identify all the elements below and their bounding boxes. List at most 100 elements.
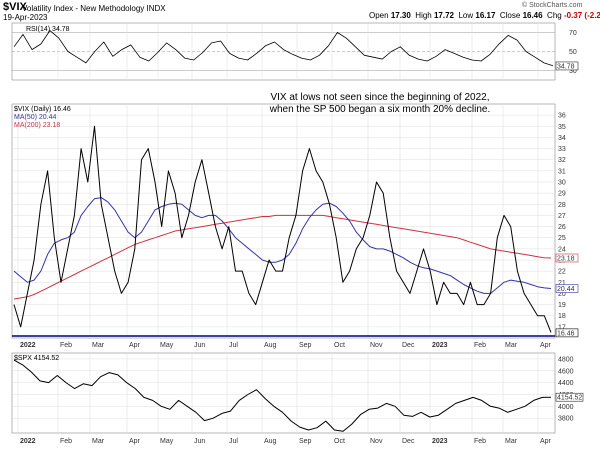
vix-x-tick-label-12: 2023 (432, 342, 448, 349)
vix-tick-label-19: 36 (558, 113, 566, 120)
vix-tick-label-15: 32 (558, 157, 566, 164)
open-value: 17.30 (390, 11, 411, 20)
spx-x-tick-label-3: Apr (129, 438, 141, 445)
spx-x-tick-label-5: Jun (194, 438, 205, 445)
low-value: 16.17 (475, 11, 496, 20)
chg-label: Chg (547, 11, 562, 20)
high-label: High (415, 11, 432, 20)
low-label: Low (458, 11, 474, 20)
close-value: 16.46 (522, 11, 543, 20)
vix-tick-label-4: 21 (558, 280, 566, 287)
spx-tick-label-3: 4400 (558, 380, 574, 387)
spx-x-tick-label-11: Dec (402, 438, 415, 445)
annotation-line-2: when the SP 500 began a six month 20% de… (269, 104, 491, 115)
vix-tick-label-3: 20 (558, 291, 566, 298)
vix-x-tick-label-1: Feb (60, 342, 72, 349)
vix-x-tick-label-7: Aug (264, 342, 277, 349)
spx-x-tick-label-8: Sep (299, 438, 312, 445)
quote-summary: Open 17.30 High 17.72 Low 16.17 Close 16… (369, 11, 600, 21)
vix-tick-label-11: 28 (558, 202, 566, 209)
spx-price-line (13, 359, 552, 432)
open-label: Open (369, 11, 389, 20)
high-value: 17.72 (433, 11, 455, 20)
vix-last-label-ma200: 23.18 (557, 255, 575, 262)
vix-x-tick-label-4: May (160, 342, 174, 349)
vix-x-tick-label-2: Mar (92, 342, 105, 349)
spx-tick-label-4: 4600 (558, 368, 574, 375)
quote-date: 19-Apr-2023 (3, 13, 48, 22)
vix-x-tick-label-9: Oct (334, 342, 345, 349)
vix-tick-label-9: 26 (558, 224, 566, 231)
vix-tick-label-10: 27 (558, 213, 566, 220)
vix-x-tick-label-11: Dec (402, 342, 415, 349)
vix-tick-label-5: 22 (558, 269, 566, 276)
spx-x-tick-label-2: Mar (92, 438, 105, 445)
spx-x-tick-label-6: Jul (229, 438, 238, 445)
vix-x-tick-label-15: Apr (540, 342, 552, 349)
spx-x-tick-label-12: 2023 (432, 438, 448, 445)
vix-tick-label-7: 24 (558, 246, 566, 253)
close-label: Close (499, 11, 521, 20)
vix-x-tick-label-3: Apr (129, 342, 141, 349)
vix-last-badge-ma200 (555, 253, 579, 263)
vix-frame (11, 103, 556, 339)
spx-tick-label-5: 4800 (558, 356, 574, 363)
spx-x-tick-label-13: Feb (474, 438, 486, 445)
spx-tick-label-0: 3800 (558, 416, 574, 423)
vix-tick-label-0: 17 (558, 324, 566, 331)
rsi-tick-label-2: 70 (569, 30, 577, 37)
vix-tick-label-17: 34 (558, 135, 566, 142)
rsi-tick-label-1: 50 (569, 49, 577, 56)
vix-price-line (13, 125, 552, 333)
vix-tick-label-18: 35 (558, 124, 566, 131)
ma50-line (13, 197, 552, 294)
vix-tick-label-2: 19 (558, 302, 566, 309)
vix-last-badge-price (555, 328, 579, 338)
vix-legend-ma50: MA(50) 20.44 (14, 114, 57, 121)
rsi-last-label: 34.78 (557, 63, 575, 70)
rsi-legend-text: RSI(14) 34.78 (26, 26, 70, 33)
rsi-last-badge (555, 61, 579, 71)
spx-legend-text: $SPX 4154.52 (14, 355, 59, 362)
vix-x-tick-label-0: 2022 (20, 342, 36, 349)
vix-tick-label-13: 30 (558, 180, 566, 187)
spx-x-tick-label-9: Oct (334, 438, 345, 445)
vix-tick-label-14: 31 (558, 168, 566, 175)
chg-value: -0.37 (-2.20%) (563, 11, 600, 20)
spx-last-label: 4154.52 (557, 395, 582, 402)
annotation-line-1: VIX at lows not seen since the beginning… (270, 92, 489, 103)
vix-last-label-price: 16.46 (557, 330, 575, 337)
vix-x-tick-label-13: Feb (474, 342, 486, 349)
symbol-title: $VIX (3, 1, 27, 13)
vix-tick-label-1: 18 (558, 313, 566, 320)
vix-tick-label-8: 25 (558, 235, 566, 242)
spx-tick-label-1: 4000 (558, 404, 574, 411)
vix-last-label-ma50: 20.44 (557, 286, 575, 293)
spx-last-badge (555, 392, 584, 402)
symbol-fullname: Volatility Index - New Methodology INDX (22, 4, 166, 13)
vix-tick-label-16: 33 (558, 146, 566, 153)
spx-x-tick-label-15: Apr (540, 438, 552, 445)
spx-x-tick-label-14: Mar (505, 438, 518, 445)
vix-x-tick-label-6: Jul (229, 342, 238, 349)
vix-last-badge-ma50 (555, 284, 579, 293)
vix-x-tick-label-5: Jun (194, 342, 205, 349)
spx-x-tick-label-10: Nov (370, 438, 383, 445)
spx-x-tick-label-4: May (160, 438, 174, 445)
vix-x-tick-label-10: Nov (370, 342, 383, 349)
vix-legend-symbol: $VIX (Daily) 16.46 (14, 106, 71, 113)
spx-x-tick-label-1: Feb (60, 438, 72, 445)
rsi-tick-label-0: 30 (569, 68, 577, 75)
spx-x-tick-label-7: Aug (264, 438, 277, 445)
vix-x-tick-label-14: Mar (505, 342, 518, 349)
rsi-line (13, 30, 554, 67)
spx-frame (11, 352, 556, 434)
vix-legend-ma200: MA(200) 23.18 (14, 122, 60, 129)
ma200-line (13, 214, 552, 300)
vix-x-tick-label-8: Sep (299, 342, 312, 349)
vix-tick-label-12: 29 (558, 191, 566, 198)
copyright-text: © StockCharts.com (522, 2, 583, 9)
spx-x-tick-label-0: 2022 (20, 438, 36, 445)
